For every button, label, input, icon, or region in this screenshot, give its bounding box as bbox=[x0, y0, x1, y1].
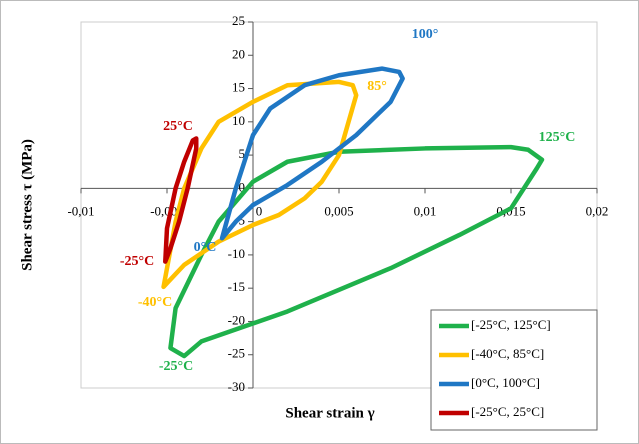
series-loop bbox=[163, 136, 199, 264]
annotation: 85° bbox=[367, 79, 387, 94]
plot-frame bbox=[80, 21, 598, 389]
series-loop bbox=[161, 79, 359, 290]
legend-label: [-25°C, 125°C] bbox=[471, 317, 551, 332]
y-tick-label: 25 bbox=[232, 13, 245, 28]
y-tick-label: -25 bbox=[228, 346, 245, 361]
annotation: 25°C bbox=[163, 119, 193, 134]
y-tick-label: 15 bbox=[232, 80, 245, 95]
annotation: 100° bbox=[412, 27, 439, 42]
y-tick-label: 20 bbox=[232, 46, 245, 61]
y-tick-label: 10 bbox=[232, 113, 245, 128]
annotation: -25°C bbox=[120, 254, 154, 269]
y-tick-label: 5 bbox=[239, 146, 246, 161]
x-tick-label: 0 bbox=[256, 203, 263, 218]
y-tick-label: -20 bbox=[228, 312, 245, 327]
y-tick-label: -10 bbox=[228, 246, 245, 261]
y-tick-label: -15 bbox=[228, 279, 245, 294]
legend-label: [-40°C, 85°C] bbox=[471, 346, 544, 361]
y-axis-label: Shear stress τ (MPa) bbox=[19, 139, 35, 271]
x-tick-label: 0,01 bbox=[414, 203, 437, 218]
y-tick-label: -30 bbox=[228, 379, 245, 394]
legend: [-25°C, 125°C] [-40°C, 85°C] [0°C, 100°C] [… bbox=[430, 309, 598, 431]
legend-label: [0°C, 100°C] bbox=[471, 375, 540, 390]
x-tick-label: -0,01 bbox=[67, 203, 94, 218]
x-axis-label: Shear strain γ bbox=[285, 405, 374, 421]
x-tick-label: 0,02 bbox=[586, 203, 609, 218]
legend-label: [-25°C, 25°C] bbox=[471, 404, 544, 419]
annotation: 125°C bbox=[539, 130, 576, 145]
annotation: -40°C bbox=[138, 295, 172, 310]
x-tick-label: 0,005 bbox=[324, 203, 353, 218]
annotation: -25°C bbox=[159, 359, 193, 374]
series-loop bbox=[168, 144, 545, 359]
series-loop bbox=[219, 66, 405, 241]
y-tick-label: 0 bbox=[239, 179, 246, 194]
legend-box bbox=[430, 309, 598, 431]
annotation: 0°C bbox=[194, 240, 217, 255]
